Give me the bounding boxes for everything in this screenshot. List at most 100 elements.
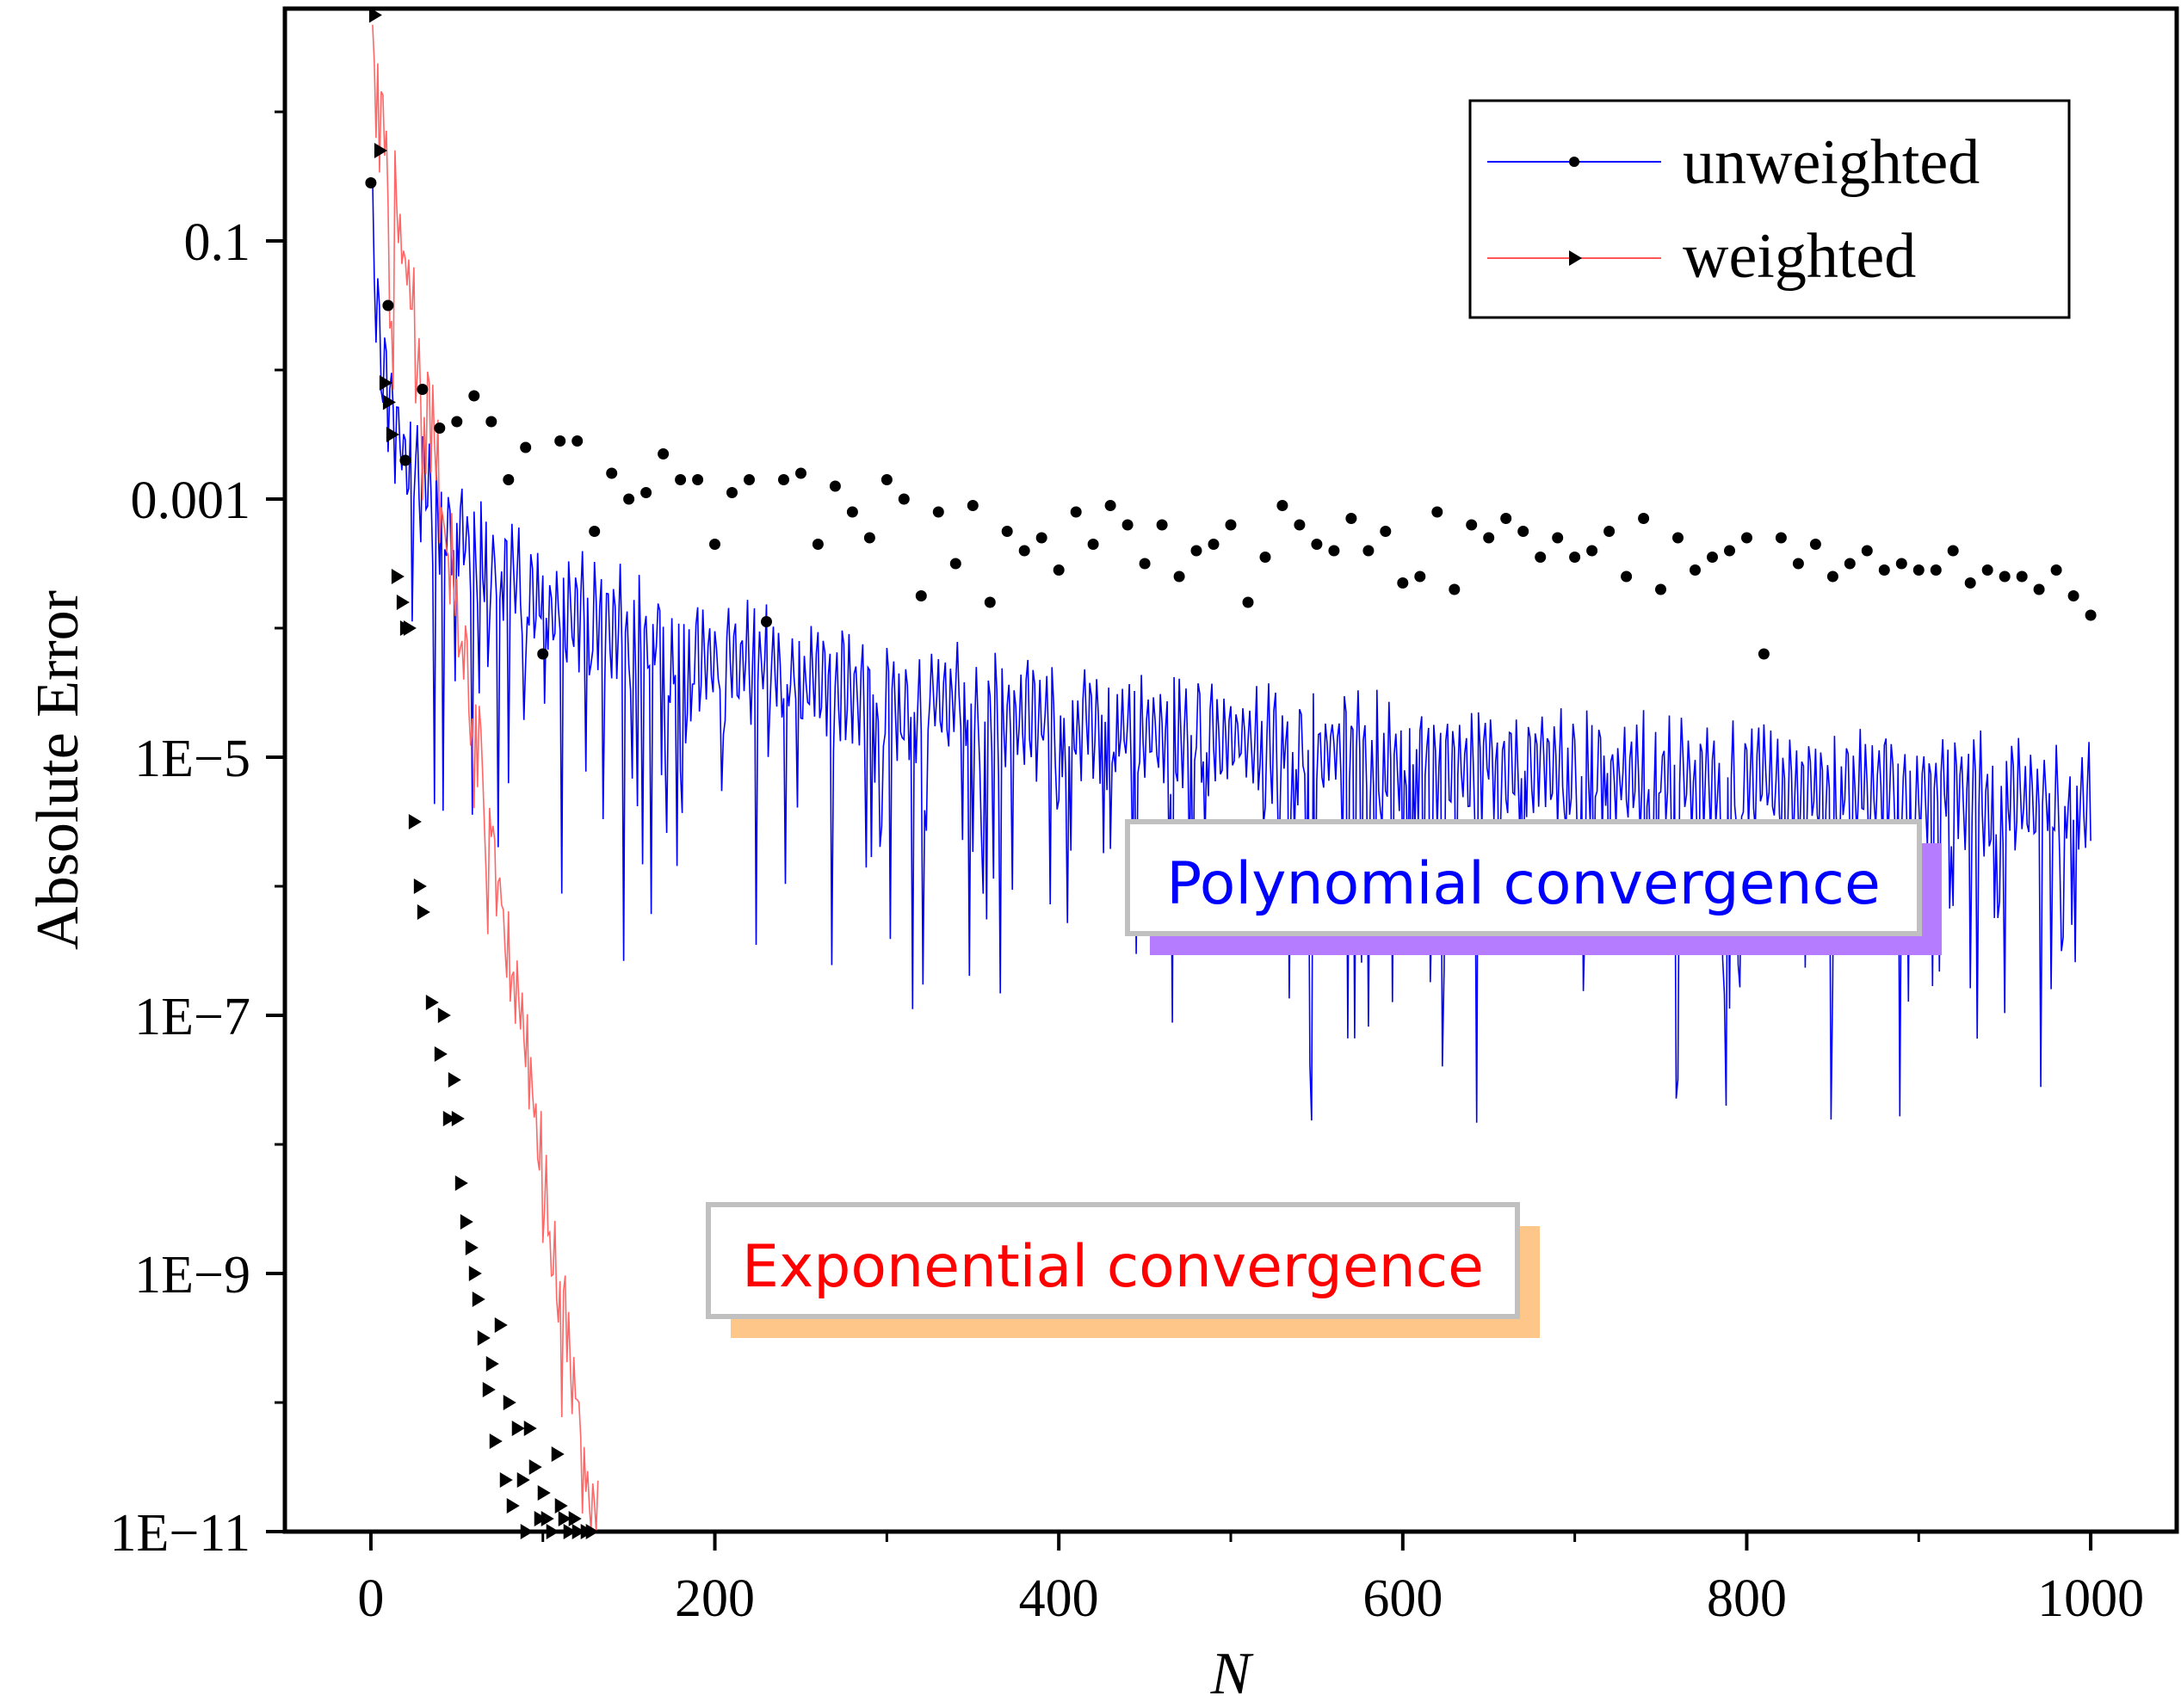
marker-weighted [534, 1511, 547, 1526]
marker-unweighted [1809, 539, 1821, 550]
legend-label-weighted: weighted [1683, 221, 1916, 292]
x-axis-title: N [1210, 1641, 1254, 1707]
legend: unweighted weighted [1468, 99, 2071, 319]
marker-unweighted [915, 590, 927, 601]
marker-unweighted [829, 480, 841, 492]
marker-unweighted [1294, 519, 1306, 531]
marker-unweighted [640, 487, 652, 498]
marker-unweighted [1638, 513, 1650, 524]
marker-weighted [465, 1240, 479, 1255]
marker-unweighted [1466, 519, 1478, 531]
marker-weighted [396, 595, 410, 610]
marker-unweighted [1621, 570, 1633, 583]
marker-unweighted [1895, 558, 1907, 570]
marker-unweighted [1758, 648, 1770, 660]
marker-unweighted [520, 441, 532, 453]
marker-unweighted [1190, 545, 1202, 557]
marker-unweighted [1380, 526, 1392, 537]
marker-unweighted [1912, 564, 1925, 576]
annotation-exponential-box [706, 1202, 1520, 1319]
marker-weighted [460, 1214, 473, 1230]
marker-unweighted [417, 384, 429, 395]
annotation-polynomial-text: Polynomial convergence [1166, 850, 1881, 918]
marker-weighted [585, 1524, 599, 1539]
marker-unweighted [399, 454, 411, 466]
x-tick-label: 800 [1707, 1569, 1787, 1628]
marker-unweighted [812, 539, 824, 550]
series-markers [365, 7, 2097, 1539]
marker-unweighted [468, 390, 480, 402]
marker-weighted [408, 814, 422, 829]
marker-unweighted [1947, 545, 1959, 557]
marker-unweighted [1070, 506, 1082, 518]
marker-unweighted [434, 422, 446, 434]
marker-unweighted [1724, 545, 1735, 557]
marker-unweighted [1139, 558, 1151, 570]
marker-unweighted [1259, 552, 1271, 563]
marker-unweighted [1878, 564, 1890, 576]
y-tick-label: 1E−7 [134, 988, 250, 1046]
marker-unweighted [1981, 564, 1993, 576]
marker-weighted [468, 1266, 482, 1281]
marker-unweighted [1018, 545, 1030, 557]
marker-unweighted [554, 435, 566, 447]
marker-weighted [472, 1292, 485, 1307]
marker-unweighted [1431, 506, 1443, 518]
marker-weighted [506, 1498, 520, 1514]
marker-unweighted [503, 474, 515, 485]
marker-unweighted [1449, 583, 1461, 595]
marker-unweighted [606, 467, 618, 479]
marker-unweighted [744, 474, 755, 485]
marker-unweighted [1483, 532, 1495, 544]
series-line-weighted [372, 24, 599, 1532]
marker-unweighted [863, 532, 875, 544]
marker-weighted [503, 1395, 516, 1410]
marker-unweighted [846, 506, 858, 518]
marker-weighted [448, 1072, 461, 1088]
annotation-polynomial: Polynomial convergence [1125, 819, 1942, 955]
marker-weighted [391, 569, 405, 584]
marker-unweighted [726, 487, 738, 498]
marker-unweighted [1535, 552, 1547, 563]
marker-unweighted [1690, 564, 1701, 576]
y-tick-label: 0.1 [184, 213, 251, 272]
marker-unweighted [692, 474, 704, 485]
x-tick-label: 200 [675, 1569, 755, 1628]
marker-weighted [551, 1446, 565, 1462]
marker-unweighted [1053, 564, 1065, 576]
marker-weighted [368, 7, 382, 23]
marker-unweighted [1861, 545, 1873, 557]
marker-weighted [386, 427, 399, 442]
marker-weighted [437, 1008, 451, 1023]
marker-unweighted [1603, 526, 1616, 537]
marker-weighted [568, 1511, 582, 1526]
marker-weighted [374, 143, 387, 158]
marker-unweighted [761, 616, 772, 627]
marker-unweighted [365, 177, 377, 188]
y-axis: 0.1 0.001 1E−5 1E−7 1E−9 1E−11 [109, 110, 285, 1563]
marker-unweighted [2050, 564, 2062, 576]
marker-unweighted [2016, 570, 2028, 583]
marker-unweighted [1328, 545, 1340, 557]
marker-unweighted [1156, 519, 1168, 531]
marker-weighted [511, 1421, 525, 1436]
marker-weighted [520, 1524, 534, 1539]
marker-unweighted [1964, 577, 1976, 589]
legend-marker-weighted [1569, 250, 1582, 266]
marker-unweighted [589, 526, 601, 537]
marker-unweighted [1276, 500, 1288, 511]
marker-unweighted [1826, 570, 1838, 583]
marker-weighted [523, 1421, 537, 1436]
marker-weighted [546, 1524, 559, 1539]
marker-unweighted [1517, 526, 1529, 537]
marker-unweighted [1087, 539, 1099, 550]
x-tick-label: 600 [1362, 1569, 1443, 1628]
legend-box [1468, 99, 2071, 319]
marker-unweighted [623, 493, 635, 505]
marker-weighted [477, 1330, 491, 1346]
marker-unweighted [778, 474, 789, 485]
marker-weighted [485, 1356, 499, 1372]
marker-weighted [528, 1459, 542, 1475]
marker-unweighted [967, 500, 979, 511]
